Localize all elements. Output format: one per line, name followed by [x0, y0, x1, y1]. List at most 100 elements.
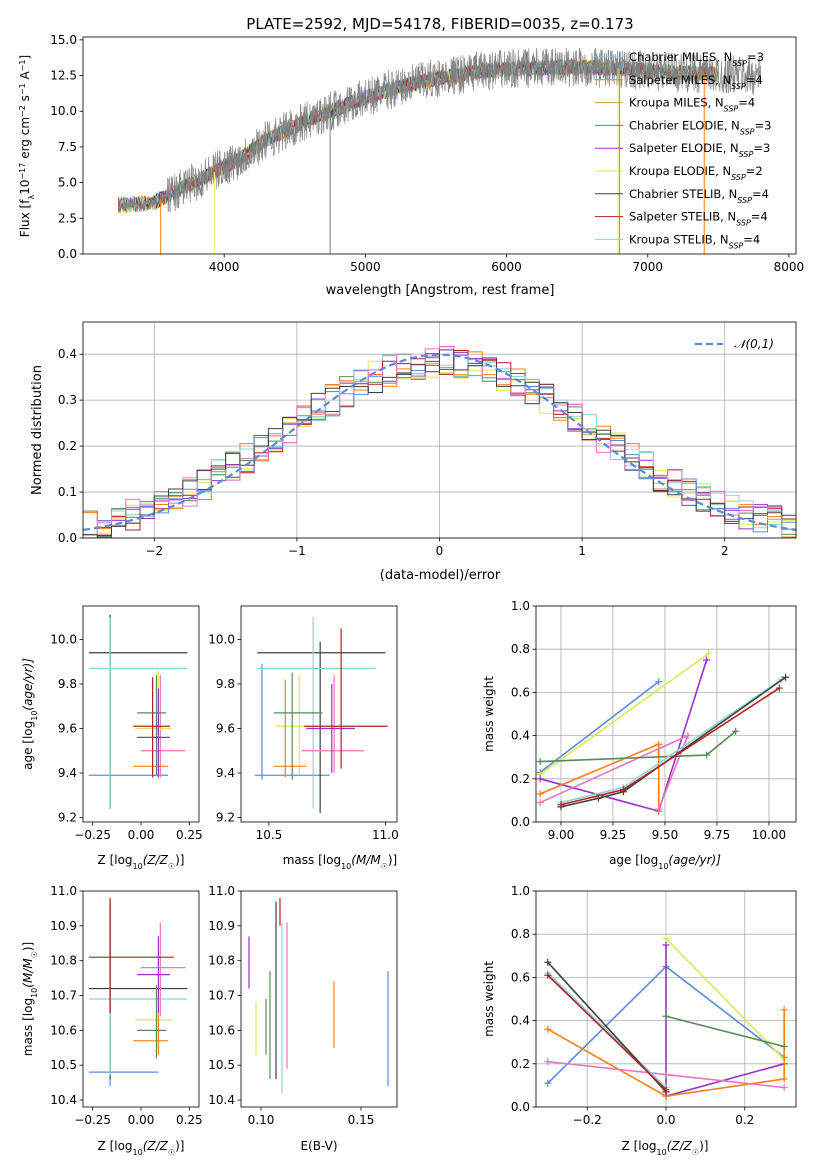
weight-marker	[662, 941, 670, 949]
weight-line-1	[539, 652, 710, 776]
y-tick-label: 9.6	[216, 721, 235, 735]
legend-text: SSP	[732, 59, 747, 68]
errorbar-5	[133, 1012, 169, 1055]
axes-frame	[240, 890, 398, 1108]
y-axis-label-part: −2	[18, 105, 27, 117]
weight-marker	[655, 678, 663, 686]
x-tick-label: 0.00	[128, 1113, 155, 1127]
y-axis-label-part: s	[18, 95, 32, 105]
errorbar-1	[88, 614, 188, 809]
x-tick-label: 0.2	[735, 1113, 754, 1127]
y-tick-label: 1.0	[511, 599, 530, 613]
y-tick-label: 0.4	[511, 1014, 530, 1028]
x-tick-label: 0	[436, 544, 444, 558]
histogram-8	[83, 349, 796, 537]
weight-marker	[780, 1006, 788, 1014]
y-tick-label: 10.4	[208, 1093, 235, 1107]
x-axis-label-part: )]	[175, 853, 184, 867]
y-tick-label: 0.8	[511, 927, 530, 941]
x-tick-label: 5000	[350, 260, 381, 274]
axes-frame	[240, 605, 398, 823]
y-tick-label: 5.0	[58, 176, 77, 190]
x-axis-label-part: 10	[341, 862, 351, 871]
legend-text: SSP	[739, 150, 754, 159]
x-tick-label: 4000	[209, 260, 240, 274]
y-tick-label: 0.1	[58, 485, 77, 499]
errorbar-4	[135, 670, 172, 780]
legend-text: =4	[738, 96, 755, 110]
legend-text: Kroupa ELODIE, N	[629, 164, 731, 178]
data-spectrum	[118, 47, 762, 213]
weight-marker	[684, 732, 692, 740]
x-axis-label-part: ☉	[168, 862, 175, 871]
y-tick-label: 9.8	[216, 677, 235, 691]
errorbar-2	[88, 915, 188, 1076]
weight-marker	[544, 958, 552, 966]
x-axis-label-part: (age/yr)]	[668, 853, 721, 867]
errorbar-8	[303, 628, 388, 769]
x-axis-label-part: ☉	[381, 862, 388, 871]
weight-line-5	[665, 1015, 785, 1048]
x-tick-label: 2	[721, 544, 729, 558]
y-tick-label: 9.2	[58, 811, 77, 825]
x-axis-label: wavelength [Angstrom, rest frame]	[326, 283, 555, 298]
y-axis-label: mass weight	[482, 961, 496, 1037]
axes-frame	[82, 36, 797, 255]
x-axis-label-part: )]	[175, 1139, 184, 1153]
weight-marker	[655, 740, 663, 748]
histogram-3	[83, 360, 796, 534]
gaussian-curve	[83, 353, 796, 531]
y-tick-label: 9.8	[58, 677, 77, 691]
chart-title: PLATE=2592, MJD=54178, FIBERID=0035, z=0…	[246, 15, 633, 33]
y-tick-label: 0.3	[58, 393, 77, 407]
errorbar-1	[257, 641, 386, 814]
y-tick-label: 15.0	[50, 33, 77, 47]
legend-text: =4	[752, 187, 769, 201]
plot-area	[117, 47, 762, 254]
legend-text: SSP	[737, 195, 752, 204]
axes-2: −0.25 0.00 0.25 9.2 9.4 9.6 9.8 10.0	[50, 605, 203, 842]
y-tick-label: 0.0	[511, 815, 530, 829]
y-tick-label: 12.5	[50, 69, 77, 83]
x-axis-label-part: 10	[658, 862, 668, 871]
x-tick-label: 0.00	[128, 828, 155, 842]
weight-marker	[536, 758, 544, 766]
y-tick-label: 0.4	[58, 347, 77, 361]
x-tick-label: 6000	[491, 260, 522, 274]
errorbar-7	[137, 936, 170, 1013]
y-tick-label: 10.6	[208, 1023, 235, 1037]
weight-line-1	[665, 937, 785, 1061]
plot-area	[536, 606, 796, 822]
x-axis-label-part: age [log	[609, 853, 658, 867]
x-tick-label: −0.2	[573, 1113, 602, 1127]
y-tick-label: 10.5	[208, 1058, 235, 1072]
legend-text: SSP	[724, 104, 739, 113]
x-axis-label: Z [log10(Z/Z☉)]	[98, 853, 185, 871]
weight-line-0	[539, 680, 660, 773]
x-tick-label: 0.25	[176, 828, 203, 842]
legend-text: SSP	[731, 173, 746, 182]
errorbar-3	[141, 922, 186, 1017]
x-axis-label-part: ☉	[692, 1148, 699, 1157]
y-tick-label: 10.5	[50, 1058, 77, 1072]
x-tick-label: −0.25	[74, 828, 111, 842]
y-tick-label: 9.6	[58, 721, 77, 735]
y-tick-label: 0.0	[511, 1100, 530, 1114]
y-axis-label: Flux [fλ10−17 erg cm−2 s−1 A−1]	[18, 55, 36, 237]
errorbar-6	[137, 675, 167, 776]
x-axis-label-part: )]	[699, 1139, 708, 1153]
x-tick-label: 0.25	[176, 1113, 203, 1127]
y-axis-label-part: Flux [f	[18, 199, 32, 237]
y-tick-label: 9.4	[216, 766, 235, 780]
axes-frame	[82, 605, 200, 823]
legend-text: Chabrier STELIB, N	[629, 187, 737, 201]
legend-text: Salpeter MILES, N	[629, 73, 731, 87]
legend-label-0: Chabrier MILES, NSSP=3	[629, 50, 764, 68]
legend-label-1: Salpeter MILES, NSSP=4	[629, 73, 763, 91]
y-tick-label: 10.8	[208, 954, 235, 968]
x-axis-label: Z [log10(Z/Z☉)]	[622, 1139, 709, 1157]
legend-label-8: Kroupa STELIB, NSSP=4	[629, 232, 760, 250]
x-axis-label-part: ☉	[168, 1148, 175, 1157]
weight-marker	[544, 1058, 552, 1066]
